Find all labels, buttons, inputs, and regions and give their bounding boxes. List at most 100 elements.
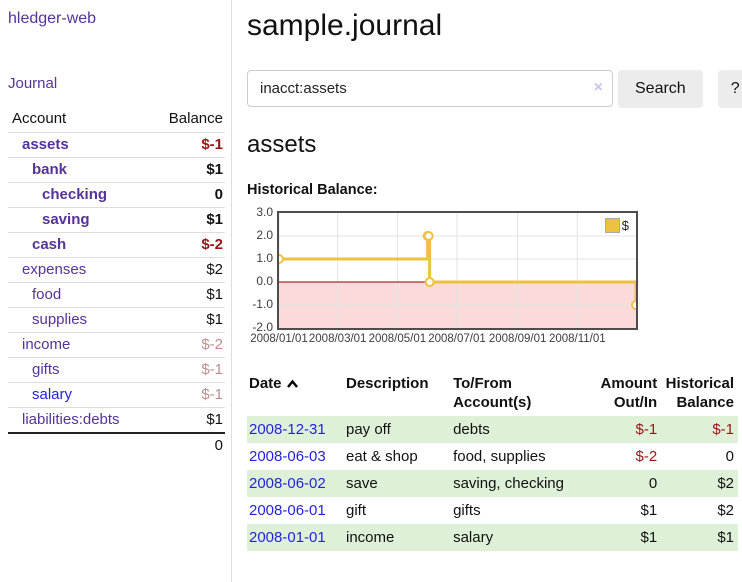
- help-button[interactable]: ?: [717, 70, 742, 108]
- sidebar-account-link[interactable]: assets: [22, 136, 69, 153]
- account-cell: saving: [8, 207, 150, 233]
- account-row: gifts $-1: [8, 357, 225, 383]
- balance-cell: $1: [661, 524, 738, 551]
- main-content: sample.journal × Search ? assets Histori…: [232, 0, 742, 582]
- account-row: liabilities:debts $1: [8, 407, 225, 433]
- sidebar-account-link[interactable]: salary: [32, 386, 73, 403]
- account-cell: income: [8, 332, 150, 358]
- account-balance: $-2: [149, 232, 225, 258]
- account-balance: $-1: [149, 132, 225, 158]
- account-row: checking 0: [8, 182, 225, 208]
- description-cell: income: [343, 524, 452, 551]
- balance-cell: 0: [725, 448, 734, 465]
- balance-cell: $2: [717, 502, 734, 519]
- legend-swatch: [604, 218, 620, 233]
- account-row: cash $-2: [8, 232, 225, 258]
- account-balance: $2: [149, 257, 225, 283]
- accounts-cell: gifts: [453, 502, 481, 519]
- account-balance: $1: [149, 157, 225, 183]
- account-row: saving $1: [8, 207, 225, 233]
- transaction-row: 2008-01-01 income salary $1 $1: [247, 524, 738, 551]
- transaction-row: 2008-06-03 eat & shop food, supplies $-2 0: [247, 443, 738, 470]
- sidebar-account-link[interactable]: bank: [32, 161, 68, 178]
- account-cell: assets: [8, 132, 150, 158]
- account-cell: liabilities:debts: [8, 407, 150, 433]
- chart-legend: $: [604, 218, 629, 233]
- description-cell: save: [343, 470, 452, 497]
- y-axis-tick-label: 2.0: [256, 228, 273, 242]
- account-row: food $1: [8, 282, 225, 308]
- sidebar-account-link[interactable]: supplies: [32, 311, 88, 328]
- y-axis-tick-label: 3.0: [256, 205, 273, 219]
- total-balance: 0: [149, 432, 225, 457]
- x-axis-tick-label: 2008/03/01: [308, 333, 367, 345]
- date-cell: 2008-12-31: [247, 416, 344, 443]
- x-axis-tick-label: 2008/09/01: [488, 333, 547, 345]
- date-cell: 2008-06-03: [247, 443, 344, 470]
- account-row: assets $-1: [8, 132, 225, 158]
- x-axis-tick-label: 2008/07/01: [428, 333, 486, 345]
- date-cell: 2008-06-02: [247, 470, 344, 497]
- amount-cell: $-1: [584, 416, 662, 443]
- accounts-cell: debts: [451, 416, 585, 443]
- accounts-cell: saving, checking: [451, 470, 585, 497]
- y-axis-tick-label: 1.0: [256, 251, 273, 265]
- sidebar-item-journal[interactable]: Journal: [8, 75, 58, 92]
- account-cell: expenses: [8, 257, 150, 283]
- legend-label: $: [621, 218, 629, 233]
- date-cell: 2008-01-01: [247, 524, 344, 551]
- account-cell: food: [8, 282, 150, 308]
- accounts-column-header: To/From Account(s): [453, 375, 532, 411]
- accounts-cell: salary: [451, 524, 585, 551]
- account-balance-table: Account Balance assets $-1 bank $1 checking 0…: [8, 107, 225, 457]
- transaction-row: 2008-12-31 pay off debts $-1 $-1: [247, 416, 738, 443]
- account-balance: 0: [149, 182, 225, 208]
- x-axis-tick-label: 2008/01/01: [250, 333, 308, 345]
- transaction-date-link[interactable]: 2008-06-01: [249, 502, 326, 519]
- account-cell: checking: [8, 182, 150, 208]
- account-row: supplies $1: [8, 307, 225, 333]
- sidebar-account-link[interactable]: income: [22, 336, 71, 353]
- sort-ascending-icon: [286, 379, 298, 388]
- balance-column-header-main: Historical Balance: [665, 375, 734, 411]
- account-cell: gifts: [8, 357, 150, 383]
- account-balance: $1: [149, 282, 225, 308]
- balance-column-header: Balance: [168, 110, 223, 127]
- amount-column-header: Amount Out/In: [600, 375, 658, 411]
- transaction-date-link[interactable]: 2008-01-01: [249, 529, 326, 546]
- historical-balance-chart: $ 3.0 2.0 1.0 0.0 -1.0 -2.0 2008/01/01 2008/03/…: [247, 205, 677, 351]
- x-axis-tick-label: 2008/05/01: [368, 333, 427, 345]
- account-balance: $1: [149, 407, 225, 433]
- sidebar-account-link[interactable]: checking: [42, 186, 108, 203]
- amount-cell: $1: [584, 524, 662, 551]
- account-cell: supplies: [8, 307, 150, 333]
- brand-link[interactable]: hledger-web: [8, 10, 97, 27]
- sidebar: hledger-web Journal Account Balance asse…: [0, 0, 232, 582]
- date-header-label: Date: [249, 375, 282, 392]
- clear-search-icon[interactable]: ×: [593, 79, 603, 96]
- date-cell: 2008-06-01: [247, 497, 344, 524]
- register-header-row: Date Description To/From Account(s) Amou…: [247, 372, 738, 416]
- account-cell: bank: [8, 157, 150, 183]
- sidebar-account-link[interactable]: cash: [32, 236, 67, 253]
- transaction-date-link[interactable]: 2008-06-02: [249, 475, 326, 492]
- transaction-date-link[interactable]: 2008-06-03: [249, 448, 326, 465]
- account-row: bank $1: [8, 157, 225, 183]
- account-balance: $-1: [149, 357, 225, 383]
- date-column-header[interactable]: Date: [247, 372, 344, 416]
- sidebar-account-link[interactable]: saving: [42, 211, 90, 228]
- transaction-date-link[interactable]: 2008-12-31: [249, 421, 326, 438]
- description-cell: pay off: [343, 416, 452, 443]
- search-input-wrap: ×: [247, 70, 613, 107]
- sidebar-account-link[interactable]: food: [32, 286, 62, 303]
- total-spacer: [8, 432, 150, 457]
- sidebar-account-link[interactable]: expenses: [22, 261, 87, 278]
- description-column-header: Description: [345, 375, 429, 392]
- sidebar-account-link[interactable]: gifts: [32, 361, 60, 378]
- register-table: Date Description To/From Account(s) Amou…: [247, 372, 738, 551]
- account-cell: cash: [8, 232, 150, 258]
- search-button[interactable]: Search: [618, 70, 703, 108]
- search-input[interactable]: [247, 70, 613, 107]
- description-cell: gift: [345, 502, 366, 519]
- sidebar-account-link[interactable]: liabilities:debts: [22, 411, 120, 428]
